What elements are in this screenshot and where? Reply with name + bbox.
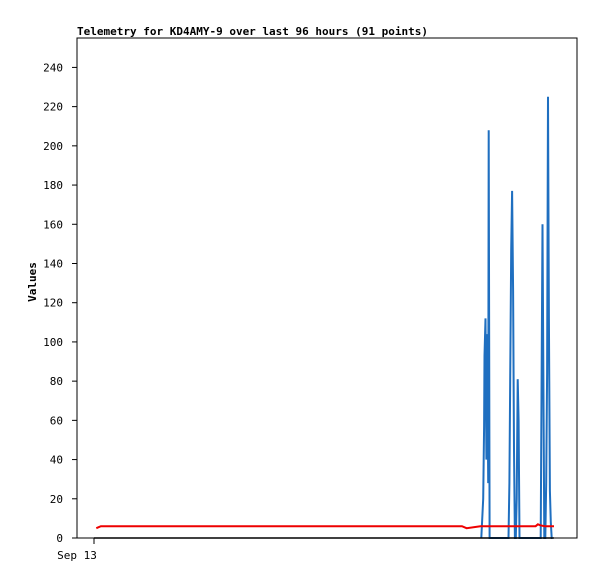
chart-title: Telemetry for KD4AMY-9 over last 96 hour…: [77, 25, 428, 38]
y-tick-label-60: 60: [50, 414, 63, 427]
y-tick-label-220: 220: [43, 101, 63, 114]
y-tick-label-240: 240: [43, 61, 63, 74]
y-axis-label: Values: [26, 262, 39, 302]
y-axis: 0 20 40 60 80 100 120 140 160 180 200 220 240: [43, 61, 77, 545]
plot-area: [76, 37, 578, 539]
y-tick-label-100: 100: [43, 336, 63, 349]
series-layer: [94, 96, 554, 539]
y-tick-label-180: 180: [43, 179, 63, 192]
x-tick-label-0: Sep 13: [57, 549, 97, 562]
y-tick-label-40: 40: [50, 454, 63, 467]
series-line-1: [95, 523, 554, 530]
y-tick-label-140: 140: [43, 257, 63, 270]
y-tick-label-80: 80: [50, 375, 63, 388]
y-tick-label-200: 200: [43, 140, 63, 153]
y-tick-label-0: 0: [56, 532, 63, 545]
y-tick-label-160: 160: [43, 218, 63, 231]
y-tick-label-120: 120: [43, 297, 63, 310]
y-tick-label-20: 20: [50, 493, 63, 506]
x-axis: Sep 13: [57, 538, 97, 562]
